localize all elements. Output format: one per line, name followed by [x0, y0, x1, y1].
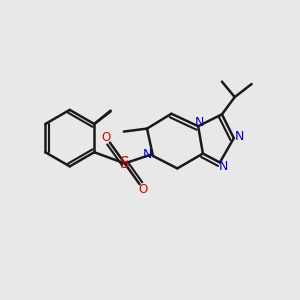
Text: N: N: [143, 148, 152, 161]
Text: N: N: [235, 130, 244, 143]
Text: N: N: [195, 116, 204, 129]
Text: N: N: [219, 160, 228, 172]
Text: S: S: [120, 156, 130, 171]
Text: O: O: [102, 131, 111, 144]
Text: O: O: [139, 183, 148, 196]
